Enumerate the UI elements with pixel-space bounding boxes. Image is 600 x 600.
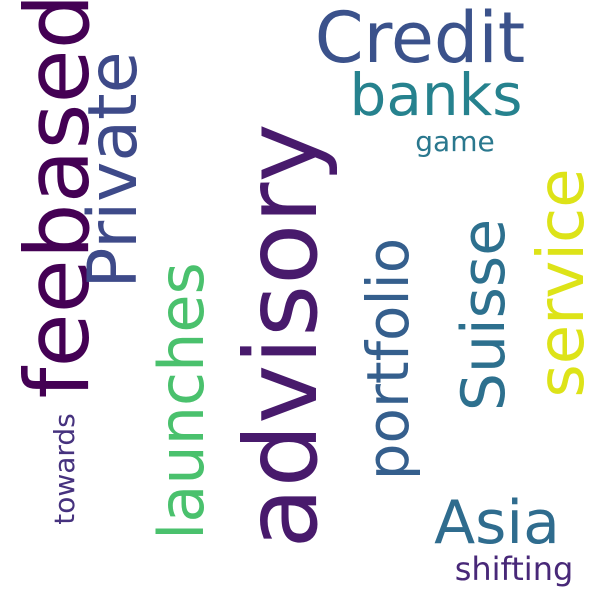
word-shifting: shifting [454,550,574,588]
word-launches: launches [145,262,218,540]
word-game: game [415,125,495,158]
word-advisory: advisory [223,123,340,549]
word-service: service [525,168,599,398]
word-credit: Credit [314,0,526,79]
word-asia: Asia [434,488,560,558]
word-banks: banks [349,61,523,129]
word-suisse: Suisse [449,218,519,412]
word-towards: towards [48,413,81,525]
word-private: Private [74,51,153,289]
word-portfolio: portfolio [354,237,422,481]
